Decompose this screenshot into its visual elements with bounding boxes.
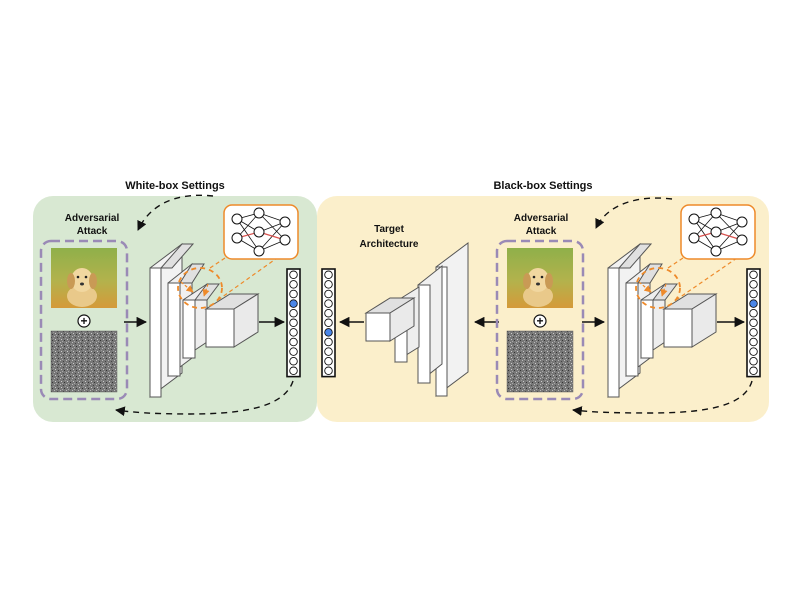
- black-attack-label-1: Adversarial: [514, 213, 569, 224]
- black-output-cell: [749, 318, 758, 328]
- black-neural-network-icon: [680, 204, 756, 260]
- target-output-cell: [324, 356, 333, 366]
- black-output-cell: [749, 289, 758, 299]
- black-output-cell: [749, 328, 758, 337]
- white-output-cell: [289, 299, 298, 308]
- target-output-cell: [324, 280, 333, 289]
- target-output-cell: [324, 318, 333, 328]
- white-output-cell: [289, 308, 298, 318]
- black-attack-label-2: Attack: [526, 226, 557, 237]
- black-output-cell: [749, 270, 758, 280]
- dog-image-2: [507, 248, 573, 308]
- black-output-cell: [749, 366, 758, 376]
- black-surrogate-cnn: [607, 243, 718, 398]
- noise-image: [50, 330, 118, 393]
- target-output-vector: [321, 268, 336, 378]
- target-output-cell: [324, 347, 333, 356]
- black-output-cell: [749, 308, 758, 318]
- white-output-cell: [289, 337, 298, 347]
- target-output-cell: [324, 366, 333, 376]
- white-box-title: White-box Settings: [125, 180, 225, 192]
- black-output-cell: [749, 280, 758, 289]
- white-output-cell: [289, 289, 298, 299]
- plus-circle: [77, 314, 91, 328]
- target-output-cell: [324, 299, 333, 308]
- target-output-cell: [324, 270, 333, 280]
- white-attack-label-2: Attack: [77, 226, 108, 237]
- white-feedback-bottom: [115, 380, 294, 417]
- white-output-cell: [289, 270, 298, 280]
- target-label-1: Target: [374, 224, 404, 235]
- black-input-dashed-box: [495, 239, 585, 401]
- white-neural-network-icon: [223, 204, 299, 260]
- white-input-dashed-box: [39, 239, 129, 401]
- black-output-cell: [749, 337, 758, 347]
- noise-image-2: [506, 330, 574, 393]
- black-box-section: Target Architecture Adversarial Attack: [321, 197, 761, 416]
- white-cnn: [149, 243, 260, 398]
- target-output-cell: [324, 289, 333, 299]
- white-output-cell: [289, 280, 298, 289]
- plus-sign-2: +: [536, 314, 543, 328]
- white-box-section: Adversarial Attack +: [39, 194, 301, 417]
- white-output-cell: [289, 356, 298, 366]
- white-orange-highlight: [177, 267, 223, 309]
- black-output-cell: [749, 356, 758, 366]
- target-label-2: Architecture: [360, 239, 419, 250]
- target-output-cell: [324, 337, 333, 347]
- black-output-cell: [749, 299, 758, 308]
- white-output-cell: [289, 347, 298, 356]
- white-attack-label-1: Adversarial: [65, 213, 120, 224]
- dog-image: [51, 248, 117, 308]
- black-feedback-top: [595, 197, 673, 229]
- target-output-cell: [324, 328, 333, 337]
- target-output-cell: [324, 308, 333, 318]
- black-feedback-bottom: [572, 380, 753, 416]
- plus-circle-2: [533, 314, 547, 328]
- white-feedback-top: [137, 194, 214, 231]
- white-output-cell: [289, 328, 298, 337]
- target-cnn: [364, 242, 469, 397]
- white-output-cell: [289, 366, 298, 376]
- white-output-vector: [286, 268, 301, 378]
- black-output-vector: [746, 268, 761, 378]
- black-box-title: Black-box Settings: [493, 180, 592, 192]
- white-output-cell: [289, 318, 298, 328]
- plus-sign: +: [80, 314, 87, 328]
- black-orange-highlight: [635, 267, 681, 309]
- black-output-cell: [749, 347, 758, 356]
